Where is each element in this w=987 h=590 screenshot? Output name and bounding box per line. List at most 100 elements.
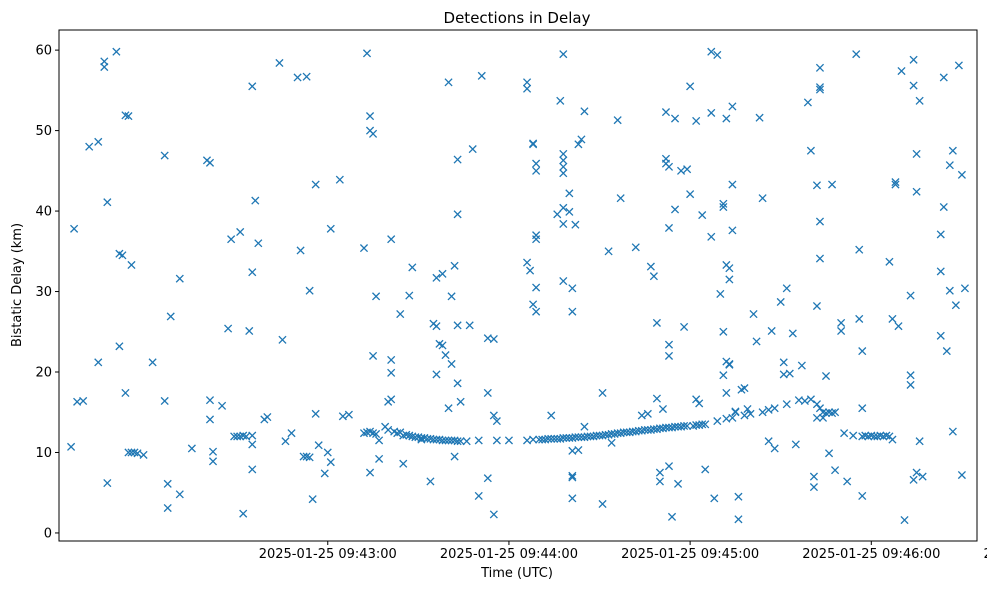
data-point: [568, 284, 577, 293]
data-point: [550, 434, 559, 443]
data-point: [670, 205, 680, 214]
data-point: [239, 509, 248, 518]
data-point: [453, 437, 462, 446]
data-point: [248, 465, 257, 474]
x-tick-label: 2025-01-25 09:44:00: [440, 547, 578, 562]
data-point: [752, 337, 761, 346]
data-point: [912, 149, 921, 158]
data-point: [492, 436, 501, 445]
data-point: [565, 189, 574, 198]
data-point: [320, 469, 329, 478]
data-point: [945, 286, 954, 295]
data-point: [359, 429, 369, 438]
data-point: [275, 58, 284, 68]
data-point: [954, 61, 963, 70]
data-point: [474, 436, 483, 445]
data-point: [559, 277, 568, 286]
data-point: [402, 430, 411, 439]
data-point: [906, 380, 915, 389]
data-point: [607, 438, 616, 447]
data-point: [305, 286, 314, 295]
data-point: [453, 210, 462, 219]
data-point: [444, 436, 453, 445]
data-point: [417, 435, 426, 444]
data-point: [529, 435, 538, 444]
data-point: [918, 472, 927, 481]
data-point: [456, 397, 465, 406]
data-point: [580, 422, 589, 431]
data-point: [661, 154, 671, 163]
data-point: [94, 137, 103, 146]
data-point: [127, 260, 136, 270]
data-point: [559, 203, 568, 212]
data-point: [529, 300, 538, 309]
data-point: [236, 432, 245, 441]
data-point: [719, 202, 728, 212]
data-point: [909, 81, 918, 90]
data-point: [719, 371, 728, 380]
y-tick-label: 40: [35, 205, 52, 220]
data-point: [85, 142, 94, 151]
data-point: [387, 235, 396, 244]
data-point: [444, 78, 453, 87]
data-point: [432, 370, 441, 379]
data-point: [701, 420, 710, 429]
chart-title: Detections in Delay: [444, 9, 591, 27]
data-point: [432, 322, 441, 331]
data-point: [725, 360, 734, 369]
data-point: [664, 462, 674, 471]
data-point: [432, 273, 441, 282]
data-point: [864, 432, 873, 441]
data-point: [441, 436, 450, 445]
data-point: [559, 169, 568, 178]
data-point: [489, 411, 498, 420]
data-point: [568, 473, 577, 482]
x-axis-ticks: 2025-01-25 09:43:00 2025-01-25 09:44:00 20…: [259, 541, 987, 562]
data-point: [598, 499, 607, 509]
y-tick-label: 20: [35, 366, 52, 381]
data-point: [311, 409, 320, 418]
data-point: [375, 454, 384, 463]
data-point: [840, 429, 849, 438]
data-point: [187, 444, 196, 453]
data-point: [535, 435, 544, 444]
data-point: [827, 408, 837, 418]
data-point: [580, 107, 589, 116]
data-point: [112, 47, 121, 56]
data-point: [855, 245, 864, 254]
data-point: [686, 82, 695, 91]
data-point: [652, 394, 661, 403]
data-point: [438, 269, 447, 278]
data-point: [559, 50, 568, 59]
data-point: [447, 292, 456, 301]
data-point: [375, 436, 384, 445]
data-point: [815, 404, 825, 413]
data-point: [492, 417, 501, 426]
data-point: [680, 421, 689, 430]
data-point: [661, 423, 671, 432]
data-point: [522, 78, 532, 87]
data-point: [749, 310, 758, 319]
data-point: [888, 314, 897, 323]
data-point: [263, 413, 272, 422]
data-point: [438, 436, 447, 445]
data-point: [815, 217, 825, 226]
data-point: [670, 114, 680, 123]
data-point: [248, 82, 257, 91]
data-point: [698, 420, 707, 429]
data-point: [728, 102, 737, 111]
data-point: [831, 466, 840, 475]
data-point: [897, 66, 906, 76]
data-point: [831, 408, 840, 417]
data-point: [667, 512, 677, 521]
data-point: [205, 415, 215, 424]
data-point: [583, 432, 592, 441]
data-point: [821, 408, 831, 418]
data-point: [571, 220, 580, 229]
data-point: [574, 140, 583, 149]
data-point: [806, 146, 815, 155]
data-point: [393, 429, 402, 438]
data-point: [900, 516, 909, 525]
data-point: [809, 472, 818, 481]
data-point: [547, 434, 556, 443]
